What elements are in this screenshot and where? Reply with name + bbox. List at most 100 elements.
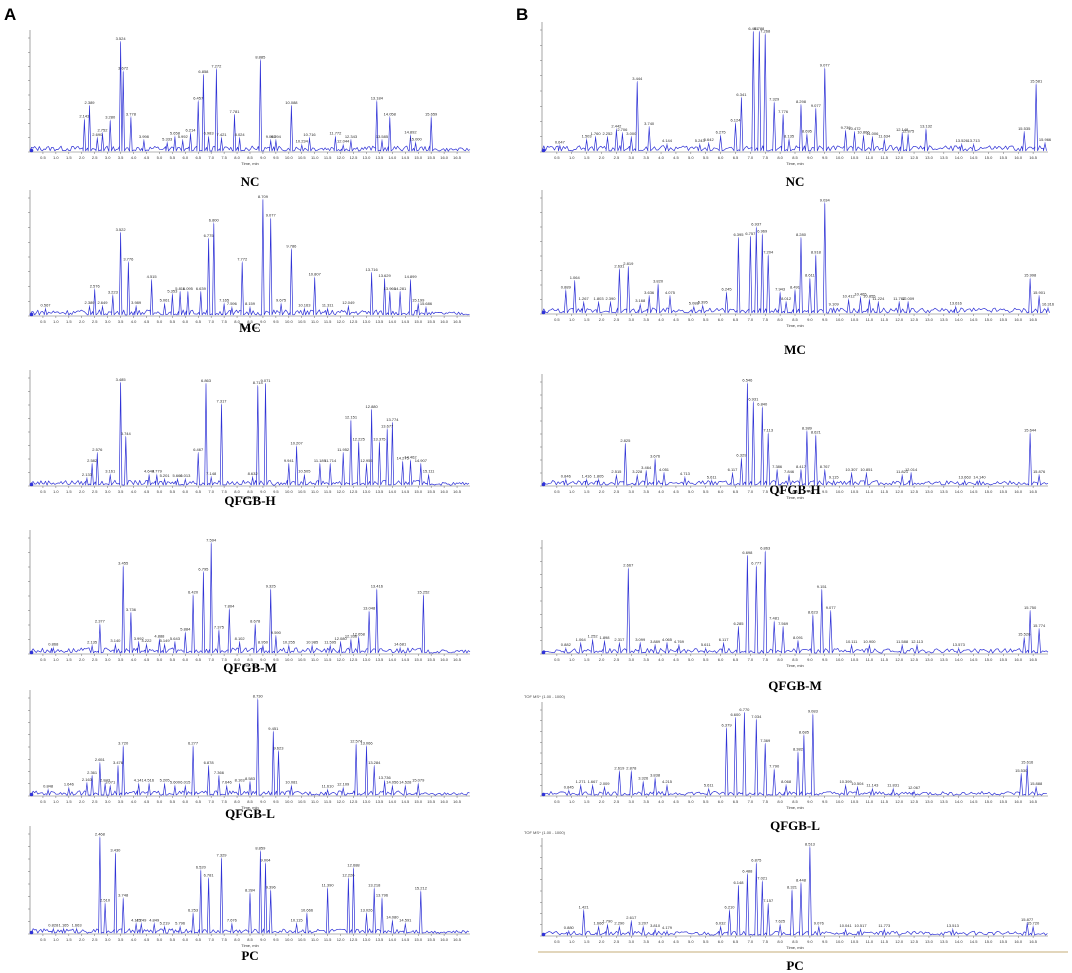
x-tick-label: 12.5 xyxy=(910,317,919,322)
peak-label: 9.083 xyxy=(808,709,819,714)
x-tick-label: 4.5 xyxy=(144,319,150,324)
x-tick-label: 2.5 xyxy=(614,155,620,160)
x-tick-label: 14.0 xyxy=(955,155,964,160)
x-tick-label: 1.5 xyxy=(66,937,72,942)
x-tick-label: 10.5 xyxy=(298,489,307,494)
x-tick-label: 5.5 xyxy=(703,799,709,804)
peak-label: 7.943 xyxy=(775,287,786,292)
peak-label: 13.616 xyxy=(950,301,963,306)
x-tick-label: 10.5 xyxy=(851,489,860,494)
peak-label: 0.882 xyxy=(561,642,572,647)
x-tick-label: 11.5 xyxy=(324,799,332,804)
x-tick-label: 16.0 xyxy=(440,799,449,804)
peak-label: 15.079 xyxy=(412,778,425,783)
x-tick-label: 15.0 xyxy=(414,489,423,494)
x-tick-label: 2.0 xyxy=(599,155,605,160)
x-tick-label: 6.5 xyxy=(733,155,739,160)
peak-label: 2.317 xyxy=(614,637,625,642)
x-tick-label: 16.5 xyxy=(453,937,462,942)
x-tick-label: 10.5 xyxy=(298,657,307,662)
peak-label: 4.888 xyxy=(154,634,165,639)
peak-label: 3.636 xyxy=(644,290,655,295)
x-tick-label: 10.0 xyxy=(285,657,294,662)
x-tick-label: 9.5 xyxy=(273,489,279,494)
x-tick-label: 12.5 xyxy=(910,657,919,662)
peak-label: 12.014 xyxy=(905,467,918,472)
x-tick-label: 13.0 xyxy=(363,155,372,160)
peak-label: 2.651 xyxy=(95,757,106,762)
peak-label: 1.790 xyxy=(602,919,613,924)
x-tick-label: 6.0 xyxy=(183,937,189,942)
x-tick-label: 11.5 xyxy=(881,657,889,662)
chromatogram-a-qfgb-l: 0.5 1.0 1.5 2.0 2.5 3.0 3.5 4.0 4.5 5.0 5.5 6.0 6.5 7… xyxy=(28,690,470,821)
x-tick-label: 0.5 xyxy=(554,155,560,160)
peak-label: 8.068 xyxy=(781,779,792,784)
peak-label: 14.080 xyxy=(386,915,399,920)
x-axis-title: Time, min xyxy=(241,943,258,948)
peak-label: 3.161 xyxy=(105,469,116,474)
peak-label: 11.006 xyxy=(866,131,879,136)
peak-label: 1.064 xyxy=(576,637,587,642)
x-tick-label: 12.0 xyxy=(337,489,346,494)
peak-label: 7.676 xyxy=(227,918,238,923)
x-tick-label: 4.0 xyxy=(658,317,664,322)
peak-label: 15.750 xyxy=(1024,605,1037,610)
peak-label: 8.685 xyxy=(799,729,810,734)
panel-label-b: B xyxy=(516,5,528,24)
peak-label: 6.546 xyxy=(742,378,753,383)
x-tick-label: 8.0 xyxy=(777,799,783,804)
x-tick-label: 4.0 xyxy=(131,937,137,942)
peak-label: 7.329 xyxy=(217,853,228,858)
peak-label: 6.757 xyxy=(745,231,756,236)
x-tick-label: 6.5 xyxy=(195,937,201,942)
peak-label: 3.280 xyxy=(105,115,116,120)
chromatogram-trace xyxy=(29,837,470,934)
x-tick-label: 15.5 xyxy=(999,155,1008,160)
x-tick-label: 0.5 xyxy=(40,937,46,942)
chromatogram-a-pc: 0.5 1.0 1.5 2.0 2.5 3.0 3.5 4.0 4.5 5.0 5.5 6.0 6.5 7… xyxy=(28,826,470,963)
trace-start-marker xyxy=(29,792,34,797)
peak-label: 3.228 xyxy=(632,469,643,474)
x-tick-label: 2.5 xyxy=(92,799,98,804)
x-tick-label: 12.5 xyxy=(910,799,919,804)
x-tick-label: 5.0 xyxy=(157,155,163,160)
chromatogram-trace xyxy=(29,200,470,316)
peak-label: 7.594 xyxy=(206,537,217,542)
peak-label: 11.610 xyxy=(322,784,335,789)
peak-label: 0.567 xyxy=(41,302,52,307)
peak-label: 6.840 xyxy=(757,402,768,407)
x-tick-label: 9.0 xyxy=(260,155,266,160)
peak-label: 2.377 xyxy=(95,619,106,624)
peak-label: 6.600 xyxy=(730,712,741,717)
x-tick-label: 5.0 xyxy=(157,489,163,494)
peak-label: 6.277 xyxy=(188,741,199,746)
x-tick-label: 2.5 xyxy=(614,657,620,662)
x-tick-label: 3.5 xyxy=(643,155,649,160)
x-tick-label: 3.0 xyxy=(629,799,635,804)
x-tick-label: 10.5 xyxy=(298,799,307,804)
peak-label: 13.048 xyxy=(363,606,376,611)
peak-label: 10.807 xyxy=(309,272,322,277)
peak-label: 7.317 xyxy=(217,399,228,404)
peak-label: 8.767 xyxy=(820,464,831,469)
peak-label: 10.234 xyxy=(296,139,309,144)
x-tick-label: 7.5 xyxy=(221,319,227,324)
peak-label: 2.649 xyxy=(97,300,108,305)
x-tick-label: 11.0 xyxy=(866,489,874,494)
peak-label: 7.204 xyxy=(763,250,774,255)
x-tick-label: 16.5 xyxy=(1029,799,1038,804)
x-tick-label: 12.5 xyxy=(350,155,359,160)
chromatogram-b-qfgb-l: TOF MS^ (1.00 - 1000) 0.5 1.0 1.5 2.0 2.5 3.0 3… xyxy=(524,694,1048,833)
peak-label: 1.267 xyxy=(579,296,590,301)
x-tick-label: 2.5 xyxy=(614,317,620,322)
x-tick-label: 11.0 xyxy=(311,937,319,942)
chromatogram-trace xyxy=(29,42,471,152)
peak-label: 4.779 xyxy=(152,469,163,474)
peak-label: 3.485 xyxy=(116,377,127,382)
x-tick-label: 5.0 xyxy=(157,319,163,324)
peak-label: 7.776 xyxy=(778,109,789,114)
peak-label: 5.884 xyxy=(180,627,191,632)
x-tick-label: 14.0 xyxy=(955,317,964,322)
x-tick-label: 2.0 xyxy=(79,799,85,804)
x-tick-label: 12.5 xyxy=(350,937,359,942)
